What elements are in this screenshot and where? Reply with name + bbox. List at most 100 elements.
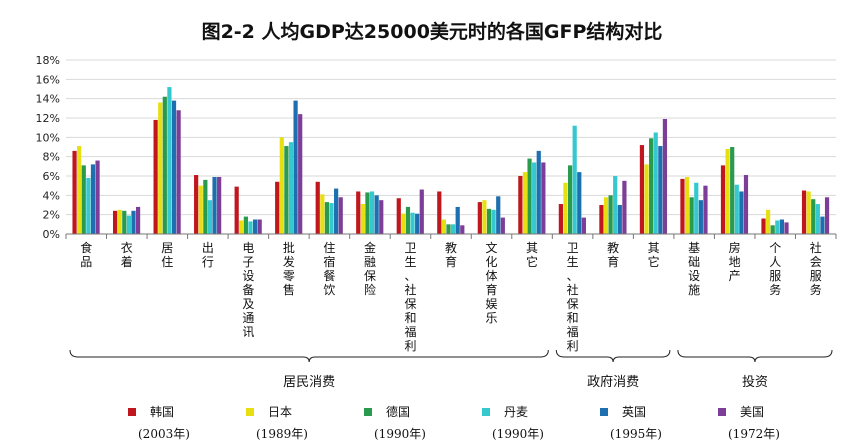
group-bracket xyxy=(69,349,549,363)
x-axis xyxy=(65,233,837,239)
bar-美国-16 xyxy=(743,175,749,234)
y-tick-label: 2% xyxy=(43,209,60,222)
bar-丹麦-13 xyxy=(613,176,618,234)
group-label: 投资 xyxy=(742,374,768,390)
bar-英国-16 xyxy=(739,191,744,234)
bar-英国-17 xyxy=(779,219,785,234)
y-tick-label: 10% xyxy=(36,131,60,144)
bar-德国-5 xyxy=(284,146,289,234)
bar-德国-9 xyxy=(446,224,451,234)
bar-美国-5 xyxy=(298,114,303,234)
bar-英国-7 xyxy=(374,195,379,234)
bar-德国-12 xyxy=(567,165,573,234)
bar-韩国-9 xyxy=(437,191,442,234)
legend-swatch xyxy=(718,408,726,416)
bar-德国-16 xyxy=(730,147,735,234)
bar-美国-0 xyxy=(95,160,100,234)
bar-日本-4 xyxy=(239,220,244,234)
group-bracket xyxy=(677,349,833,363)
bar-韩国-1 xyxy=(112,210,118,234)
chart-gridlines xyxy=(66,59,836,235)
y-tick-label: 4% xyxy=(43,189,60,202)
bar-韩国-8 xyxy=(396,198,401,234)
bar-美国-4 xyxy=(257,219,262,234)
bar-德国-7 xyxy=(365,192,370,234)
bar-日本-11 xyxy=(522,172,528,234)
chart-title: 图2-2 人均GDP达25000美元时的各国GFP结构对比 xyxy=(202,20,663,43)
bar-英国-5 xyxy=(293,100,298,234)
bar-日本-12 xyxy=(563,182,568,234)
y-tick-label: 16% xyxy=(36,73,60,86)
bar-德国-3 xyxy=(203,179,208,234)
bar-韩国-14 xyxy=(639,145,645,234)
legend-year: (1990年) xyxy=(492,427,544,441)
bar-韩国-7 xyxy=(356,191,361,234)
category-label: 批发零售 xyxy=(283,240,295,297)
legend-swatch xyxy=(128,408,136,416)
legend-swatch xyxy=(600,408,608,416)
category-label: 居住 xyxy=(161,241,173,269)
bar-丹麦-18 xyxy=(815,204,820,234)
bar-丹麦-7 xyxy=(369,191,375,234)
legend-country: 韩国 xyxy=(150,404,174,419)
category-label: 基础设施 xyxy=(688,241,700,297)
bar-德国-6 xyxy=(324,202,330,234)
legend-year: (2003年) xyxy=(138,427,190,441)
bar-日本-15 xyxy=(684,176,690,234)
bar-美国-13 xyxy=(622,180,627,234)
bar-德国-2 xyxy=(162,96,167,234)
bar-英国-18 xyxy=(820,216,825,234)
category-label: 出行 xyxy=(202,241,214,269)
group-bracket xyxy=(555,349,671,363)
bar-美国-9 xyxy=(460,225,465,234)
category-label: 卫生、社保和福利 xyxy=(404,241,416,353)
bar-日本-0 xyxy=(77,146,82,234)
legend-country: 德国 xyxy=(386,404,410,419)
bar-丹麦-12 xyxy=(572,125,577,234)
category-label: 其它 xyxy=(526,241,538,269)
bar-日本-14 xyxy=(644,164,649,234)
category-label: 文化体育娱乐 xyxy=(486,240,498,325)
bar-日本-13 xyxy=(603,197,609,234)
bar-日本-9 xyxy=(441,219,446,234)
bar-丹麦-2 xyxy=(167,87,172,234)
category-label: 住宿餐饮 xyxy=(323,241,335,297)
bar-德国-8 xyxy=(405,206,411,234)
bar-美国-18 xyxy=(824,197,830,234)
bar-德国-11 xyxy=(527,158,532,234)
bar-德国-4 xyxy=(243,216,248,234)
bar-韩国-2 xyxy=(153,119,158,234)
bar-韩国-18 xyxy=(801,190,807,234)
bar-英国-4 xyxy=(252,219,258,234)
bar-丹麦-15 xyxy=(694,182,699,234)
bar-韩国-6 xyxy=(315,181,320,234)
bar-德国-13 xyxy=(608,195,613,234)
bar-韩国-15 xyxy=(680,178,685,234)
bar-德国-10 xyxy=(486,208,492,234)
y-tick-label: 0% xyxy=(43,228,60,241)
category-label: 金融保险 xyxy=(364,240,376,297)
bar-英国-10 xyxy=(496,196,501,234)
bar-丹麦-14 xyxy=(653,132,658,234)
bar-日本-17 xyxy=(766,209,771,234)
bar-丹麦-9 xyxy=(451,224,456,234)
bar-日本-18 xyxy=(806,191,811,234)
category-group-brackets: 居民消费 政府消费 投资 xyxy=(69,349,833,390)
bar-日本-6 xyxy=(320,194,325,234)
y-tick-label: 12% xyxy=(36,112,60,125)
category-label: 衣着 xyxy=(121,240,133,269)
chart-legend: 韩国 (2003年) 日本 (1989年) 德国 (1990年) 丹麦 (1990年) 英国 (1… xyxy=(128,404,780,441)
bar-韩国-5 xyxy=(275,181,280,234)
bar-日本-16 xyxy=(725,148,730,234)
legend-year: (1995年) xyxy=(610,427,662,441)
bar-美国-11 xyxy=(541,162,546,234)
bar-美国-3 xyxy=(217,176,222,234)
legend-swatch xyxy=(246,408,254,416)
bar-丹麦-4 xyxy=(248,221,253,234)
bar-丹麦-11 xyxy=(532,162,537,234)
bar-丹麦-1 xyxy=(126,215,131,234)
bar-日本-7 xyxy=(360,204,365,234)
bar-日本-2 xyxy=(158,102,163,234)
category-label: 卫生、社保和福利 xyxy=(567,241,579,353)
category-label: 电子设备及通讯 xyxy=(242,241,254,339)
